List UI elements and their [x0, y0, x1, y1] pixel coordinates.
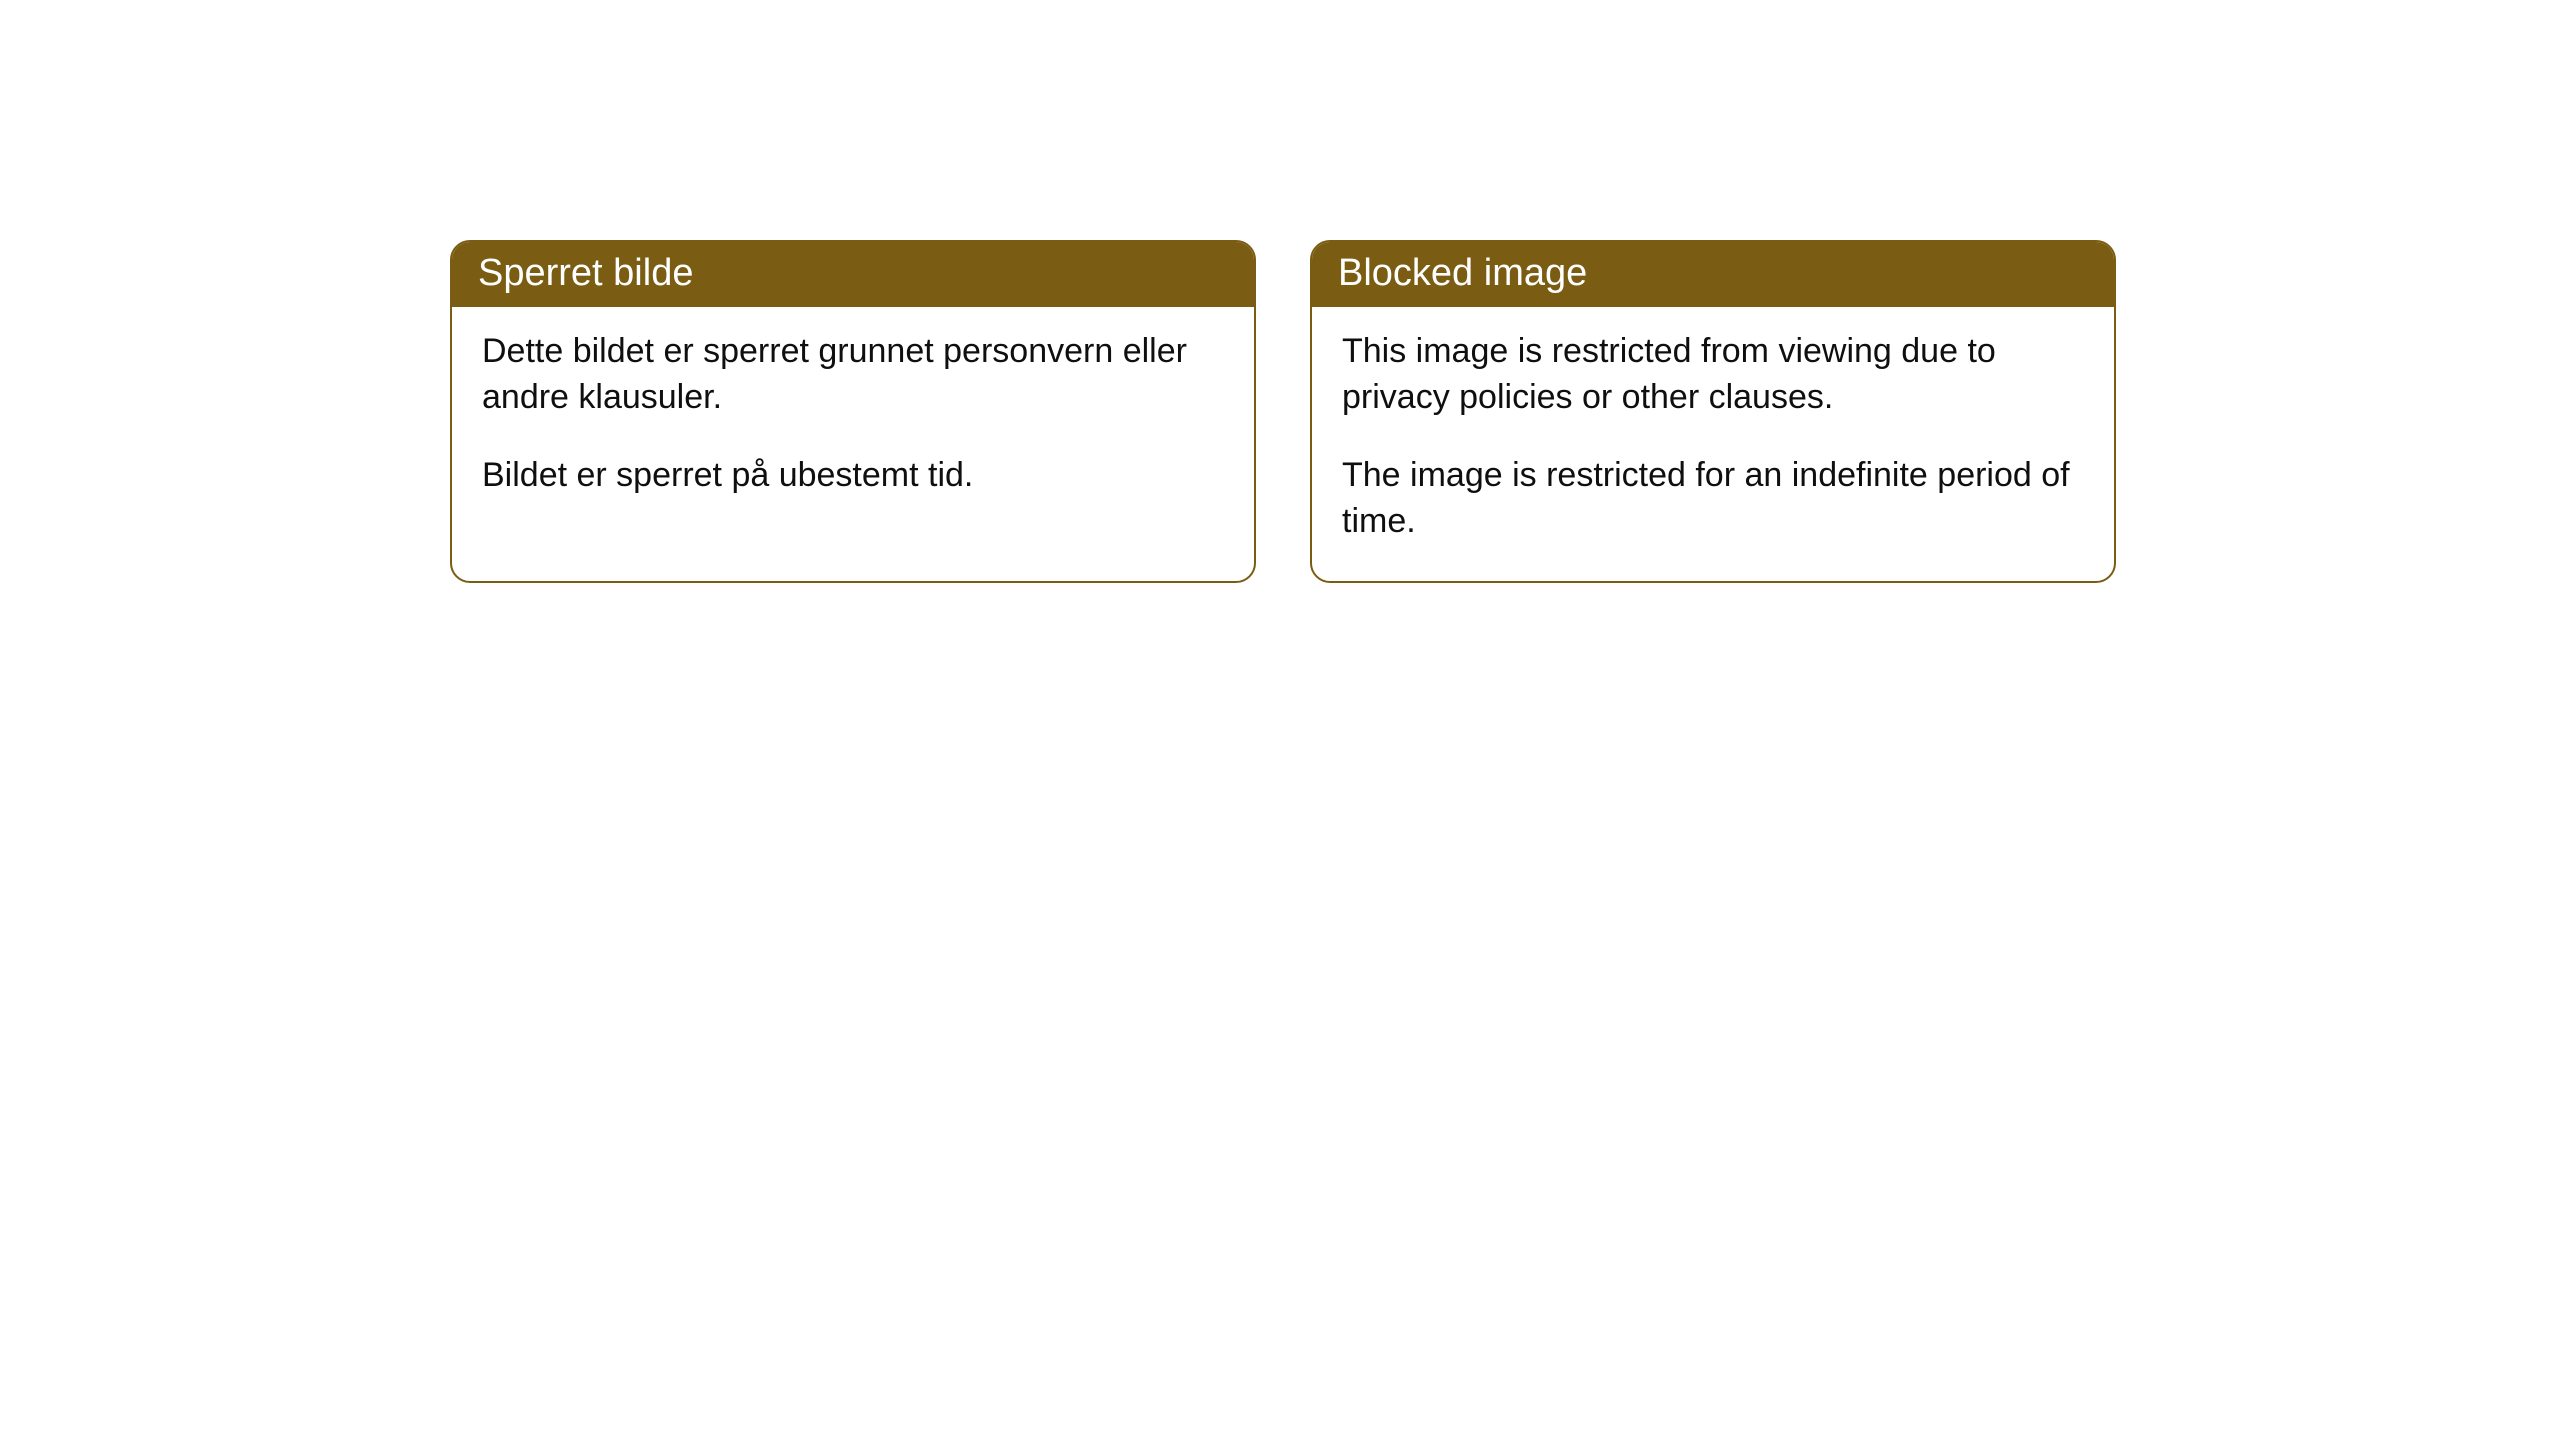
card-paragraph: The image is restricted for an indefinit…: [1342, 453, 2084, 545]
notice-card-norwegian: Sperret bilde Dette bildet er sperret gr…: [450, 240, 1256, 583]
card-header: Blocked image: [1312, 242, 2114, 307]
card-header: Sperret bilde: [452, 242, 1254, 307]
card-paragraph: Bildet er sperret på ubestemt tid.: [482, 453, 1224, 499]
card-body: This image is restricted from viewing du…: [1312, 307, 2114, 581]
notice-card-english: Blocked image This image is restricted f…: [1310, 240, 2116, 583]
card-paragraph: This image is restricted from viewing du…: [1342, 329, 2084, 421]
card-paragraph: Dette bildet er sperret grunnet personve…: [482, 329, 1224, 421]
card-title: Sperret bilde: [478, 252, 693, 294]
notice-cards-container: Sperret bilde Dette bildet er sperret gr…: [450, 240, 2116, 583]
card-body: Dette bildet er sperret grunnet personve…: [452, 307, 1254, 535]
card-title: Blocked image: [1338, 252, 1587, 294]
